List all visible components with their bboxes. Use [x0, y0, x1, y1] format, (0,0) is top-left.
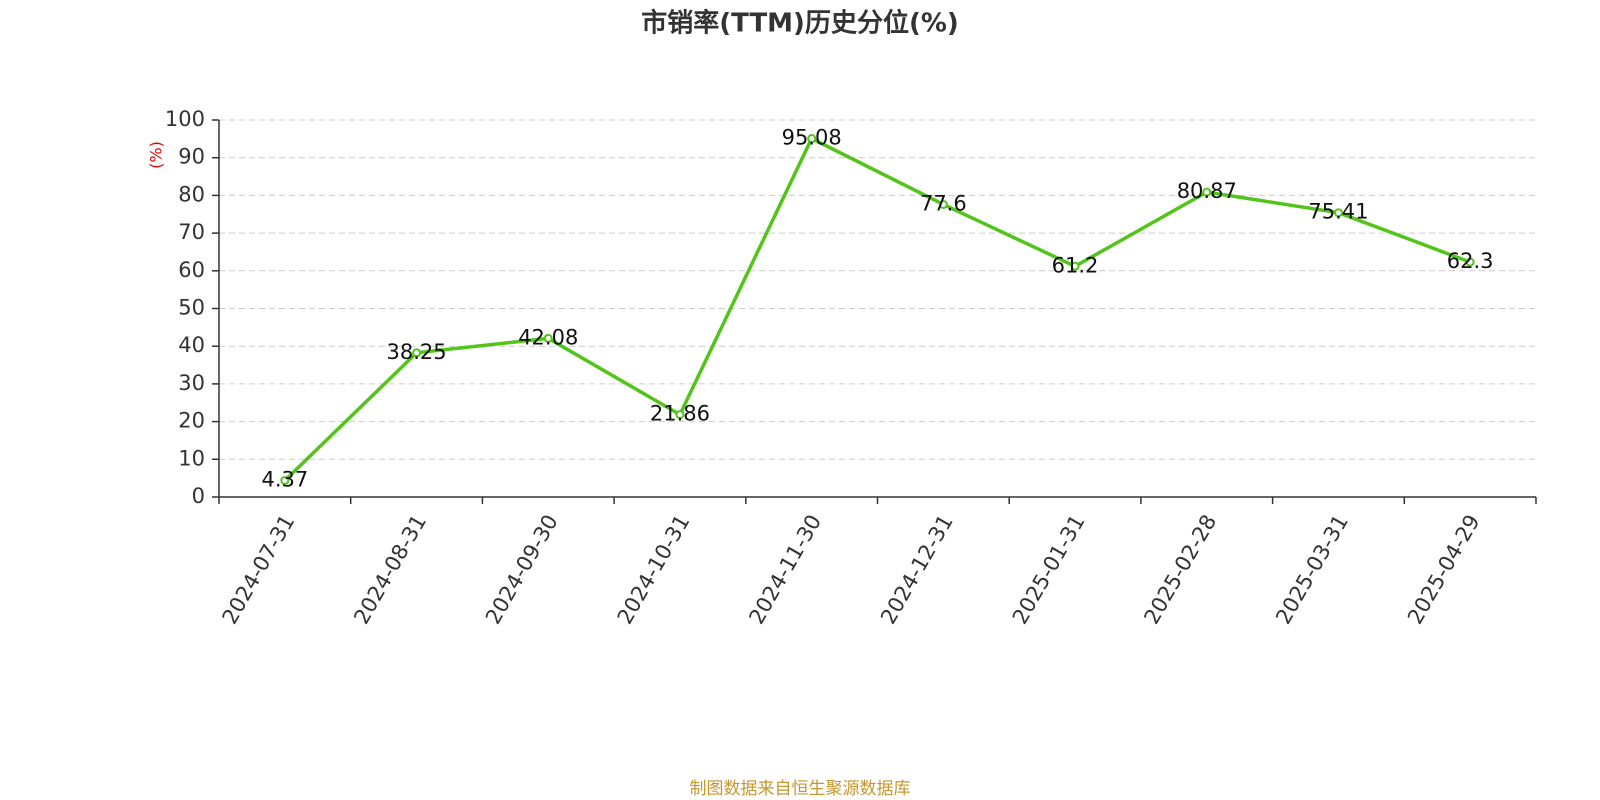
- data-point: [1465, 257, 1475, 267]
- data-point: [543, 333, 553, 343]
- x-tick-label: 2025-02-28: [1139, 511, 1221, 629]
- data-label: 38.25: [386, 340, 446, 364]
- data-point: [1333, 208, 1343, 218]
- data-point: [938, 199, 948, 209]
- data-line: [283, 136, 1471, 482]
- y-tick-label: 10: [178, 446, 205, 470]
- source-note: 制图数据来自恒生聚源数据库: [690, 779, 911, 799]
- data-point: [280, 476, 290, 486]
- data-label: 77.6: [920, 191, 967, 215]
- data-point: [412, 348, 422, 358]
- chart-title: 市销率(TTM)历史分位(%): [641, 8, 959, 39]
- x-tick-label: 2025-01-31: [1008, 511, 1090, 629]
- y-tick-label: 40: [178, 333, 205, 357]
- x-tick-label: 2024-10-31: [613, 511, 695, 629]
- x-tick-label: 2024-09-30: [481, 511, 563, 629]
- data-point: [807, 134, 817, 144]
- y-tick-label: 50: [178, 296, 205, 320]
- data-label: 42.08: [518, 325, 578, 349]
- data-label: 61.2: [1052, 253, 1099, 277]
- y-tick-label: 80: [178, 182, 205, 206]
- data-label: 62.3: [1447, 249, 1494, 273]
- data-label: 4.37: [261, 468, 308, 492]
- data-label: 75.41: [1308, 200, 1368, 224]
- data-label: 95.08: [782, 126, 842, 150]
- y-axis-label: (%): [147, 141, 166, 169]
- y-tick-label: 30: [178, 371, 205, 395]
- data-point: [675, 410, 685, 420]
- y-tick-label: 90: [178, 145, 205, 169]
- data-point: [1202, 187, 1212, 197]
- x-tick-label: 2024-08-31: [349, 511, 431, 629]
- x-tick-label: 2024-12-31: [876, 511, 958, 629]
- x-tick-label: 2025-03-31: [1271, 511, 1353, 629]
- x-tick-label: 2024-07-31: [218, 511, 300, 629]
- x-tick-label: 2024-11-30: [744, 511, 826, 629]
- y-tick-label: 100: [165, 107, 205, 131]
- y-tick-label: 70: [178, 220, 205, 244]
- x-tick-label: 2025-04-29: [1403, 511, 1485, 629]
- y-tick-label: 60: [178, 258, 205, 282]
- y-tick-label: 20: [178, 409, 205, 433]
- y-tick-label: 0: [192, 484, 205, 508]
- data-point: [1070, 261, 1080, 271]
- data-label: 21.86: [650, 402, 710, 426]
- data-label: 80.87: [1177, 179, 1237, 203]
